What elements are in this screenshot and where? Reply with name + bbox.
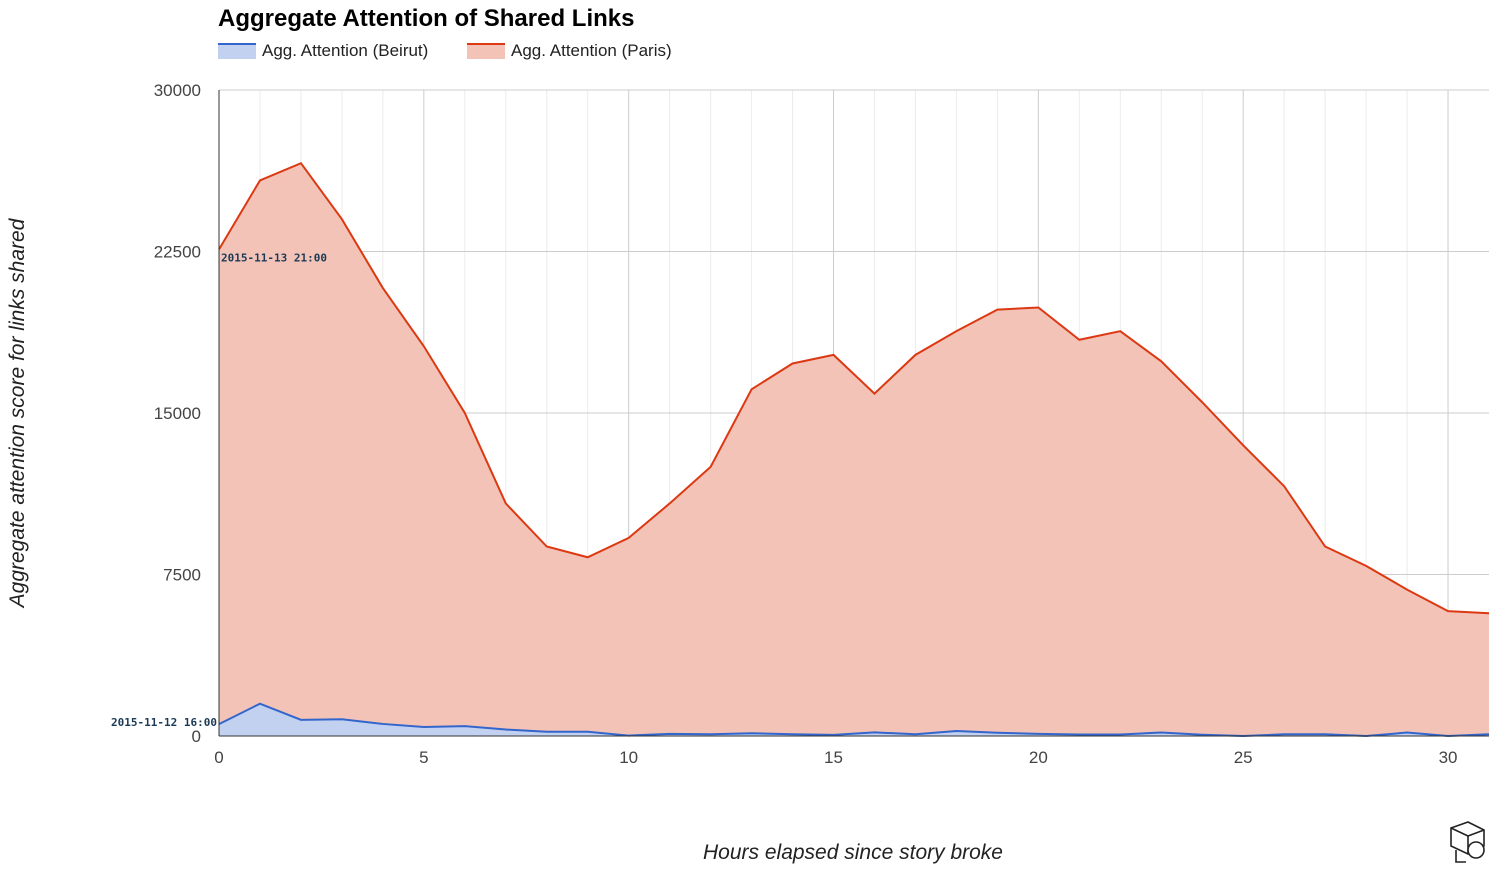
axis-layer xyxy=(218,90,1489,737)
legend-item-paris[interactable]: Agg. Attention (Paris) xyxy=(467,41,672,61)
y-tick-label: 22500 xyxy=(154,243,201,262)
legend-item-beirut[interactable]: Agg. Attention (Beirut) xyxy=(218,41,428,61)
annotation-layer: 2015-11-13 21:00 2015-11-12 16:00 xyxy=(111,251,327,729)
tick-layer: 0 5 10 15 20 25 30 0 7500 15000 22500 30000 xyxy=(154,81,1458,767)
y-tick-label: 0 xyxy=(192,727,201,746)
area-fill-agg-attention-paris xyxy=(219,163,1489,737)
area-fill-agg-attention-beirut xyxy=(219,703,1489,736)
series-line-agg-attention-paris xyxy=(218,161,1490,615)
series-line-agg-attention-beirut xyxy=(218,702,1490,738)
y-tick-label: 30000 xyxy=(154,81,201,100)
x-tick-label: 20 xyxy=(1029,748,1048,767)
y-tick-label: 7500 xyxy=(163,566,201,585)
x-tick-label: 30 xyxy=(1439,748,1458,767)
y-tick-label: 15000 xyxy=(154,404,201,423)
legend-swatch-beirut xyxy=(218,43,256,59)
x-tick-label: 10 xyxy=(619,748,638,767)
annotation-label: 2015-11-13 21:00 xyxy=(221,251,327,264)
x-axis-title: Hours elapsed since story broke xyxy=(703,841,1003,864)
x-tick-label: 5 xyxy=(419,748,428,767)
x-tick-label: 0 xyxy=(214,748,223,767)
legend-label-paris: Agg. Attention (Paris) xyxy=(511,41,672,60)
y-axis-title: Aggregate attention score for links shar… xyxy=(6,217,29,609)
chart-tool-logo-icon xyxy=(1450,821,1485,863)
x-tick-label: 25 xyxy=(1234,748,1253,767)
legend-label-beirut: Agg. Attention (Beirut) xyxy=(262,41,429,60)
legend-swatch-paris xyxy=(467,43,505,59)
area-layer xyxy=(218,161,1490,738)
annotation-label: 2015-11-12 16:00 xyxy=(111,716,217,729)
chart-title: Aggregate Attention of Shared Links xyxy=(218,5,635,32)
x-tick-label: 15 xyxy=(824,748,843,767)
